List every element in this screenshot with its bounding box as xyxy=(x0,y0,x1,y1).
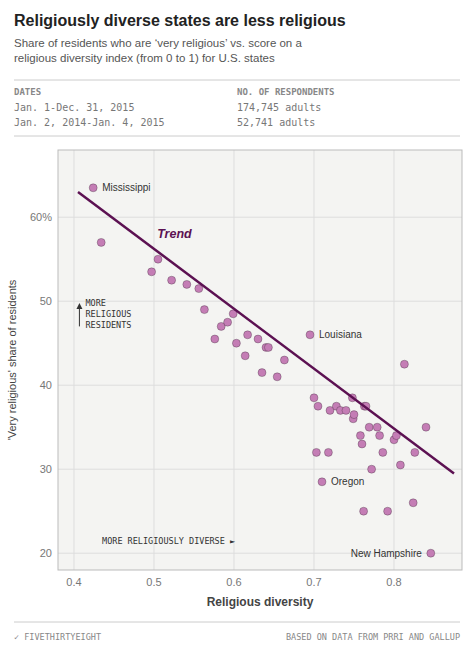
table-header: DATES xyxy=(14,87,41,97)
table-cell: Jan. 2, 2014-Jan. 4, 2015 xyxy=(14,117,165,128)
scatter-point xyxy=(422,423,430,431)
x-grid-line xyxy=(154,150,155,570)
y-grid-line xyxy=(58,301,462,302)
scatter-point xyxy=(318,478,326,486)
y-tick-label: 60% xyxy=(30,211,52,223)
scatter-point xyxy=(258,369,266,377)
scatter-point xyxy=(365,423,373,431)
scatter-point xyxy=(409,499,417,507)
table-cell: 174,745 adults xyxy=(237,102,321,113)
x-grid-line xyxy=(314,150,315,570)
annotation-line: RESIDENTS xyxy=(85,320,131,330)
scatter-point xyxy=(358,440,366,448)
scatter-point xyxy=(427,549,435,557)
scatter-point xyxy=(342,406,350,414)
scatter-point xyxy=(244,331,252,339)
x-tick-label: 0.5 xyxy=(146,576,161,588)
title: Religiously diverse states are less reli… xyxy=(14,12,346,29)
scatter-point xyxy=(373,423,381,431)
x-tick-label: 0.8 xyxy=(386,576,401,588)
scatter-point xyxy=(168,276,176,284)
separator xyxy=(14,136,460,137)
scatter-point xyxy=(211,335,219,343)
scatter-point xyxy=(310,394,318,402)
point-label: Mississippi xyxy=(102,182,150,193)
grid xyxy=(58,150,462,570)
point-label: New Hampshire xyxy=(351,548,423,559)
footer-left: ✓ FIVETHIRTYEIGHT xyxy=(14,632,101,642)
subtitle-line: Share of residents who are ‘very religio… xyxy=(14,37,302,49)
y-tick-label: 50 xyxy=(40,295,52,307)
scatter-point xyxy=(411,448,419,456)
scatter-point xyxy=(254,335,262,343)
scatter-point xyxy=(356,432,364,440)
point-label: Oregon xyxy=(331,476,364,487)
table-cell: 52,741 adults xyxy=(237,117,315,128)
x-grid-line xyxy=(234,150,235,570)
scatter-point xyxy=(97,238,105,246)
scatter-point xyxy=(264,343,272,351)
trend-line xyxy=(78,192,454,473)
subtitle: Share of residents who are ‘very religio… xyxy=(14,37,302,64)
scatter-point xyxy=(400,360,408,368)
scatter-point xyxy=(379,448,387,456)
y-grid-line xyxy=(58,385,462,386)
scatter-point xyxy=(154,255,162,263)
x-tick-label: 0.7 xyxy=(306,576,321,588)
scatter-point xyxy=(224,318,232,326)
annotation: MORE RELIGIOUSLY DIVERSE ► xyxy=(102,536,236,546)
scatter-point xyxy=(306,331,314,339)
x-axis-label: Religious diversity xyxy=(207,595,314,609)
y-axis-label: 'Very religious' share of residents xyxy=(6,279,18,440)
table-cell: Jan. 1-Dec. 31, 2015 xyxy=(14,102,134,113)
labels: Trend Mississippi Louisiana Oregon New Hamps… xyxy=(76,182,422,558)
table-header: NO. OF RESPONDENTS xyxy=(237,87,335,97)
trend-label: Trend xyxy=(157,227,192,241)
y-tick-label: 30 xyxy=(40,463,52,475)
x-tick-label: 0.6 xyxy=(226,576,241,588)
scatter-point xyxy=(232,339,240,347)
plot-frame xyxy=(58,150,462,570)
scatter-point xyxy=(312,448,320,456)
separator xyxy=(14,622,460,623)
footer-right: BASED ON DATA FROM PRRI AND GALLUP xyxy=(286,632,460,642)
point-label: Louisiana xyxy=(319,329,362,340)
separator xyxy=(14,80,460,81)
scatter-point xyxy=(368,465,376,473)
scatter-point xyxy=(396,461,404,469)
y-tick-label: 20 xyxy=(40,547,52,559)
scatter-point xyxy=(273,373,281,381)
scatter-point xyxy=(280,356,288,364)
scatter-point xyxy=(360,507,368,515)
plot-background xyxy=(58,150,462,570)
scatter-point xyxy=(200,306,208,314)
scatter-point xyxy=(384,507,392,515)
scatter-point xyxy=(350,411,358,419)
scatter-point xyxy=(89,184,97,192)
annotation-arrow xyxy=(79,308,80,327)
scatter-point xyxy=(148,268,156,276)
subtitle-line: religious diversity index (from 0 to 1) … xyxy=(14,52,275,64)
scatter-point xyxy=(183,280,191,288)
scatter-point xyxy=(324,448,332,456)
annotation: MORERELIGIOUSRESIDENTS xyxy=(85,298,131,330)
annotation-arrowhead xyxy=(76,303,82,309)
x-grid-line xyxy=(74,150,75,570)
x-grid-line xyxy=(394,150,395,570)
y-grid-line xyxy=(58,217,462,218)
chart: Religiously diverse states are less reli… xyxy=(0,0,474,661)
x-tick-label: 0.4 xyxy=(66,576,81,588)
plot-area xyxy=(78,184,454,557)
annotation-line: MORE xyxy=(85,298,105,308)
y-tick-label: 40 xyxy=(40,379,52,391)
scatter-point xyxy=(241,352,249,360)
annotation-line: RELIGIOUS xyxy=(85,309,131,319)
scatter-point xyxy=(314,402,322,410)
scatter-point xyxy=(376,432,384,440)
